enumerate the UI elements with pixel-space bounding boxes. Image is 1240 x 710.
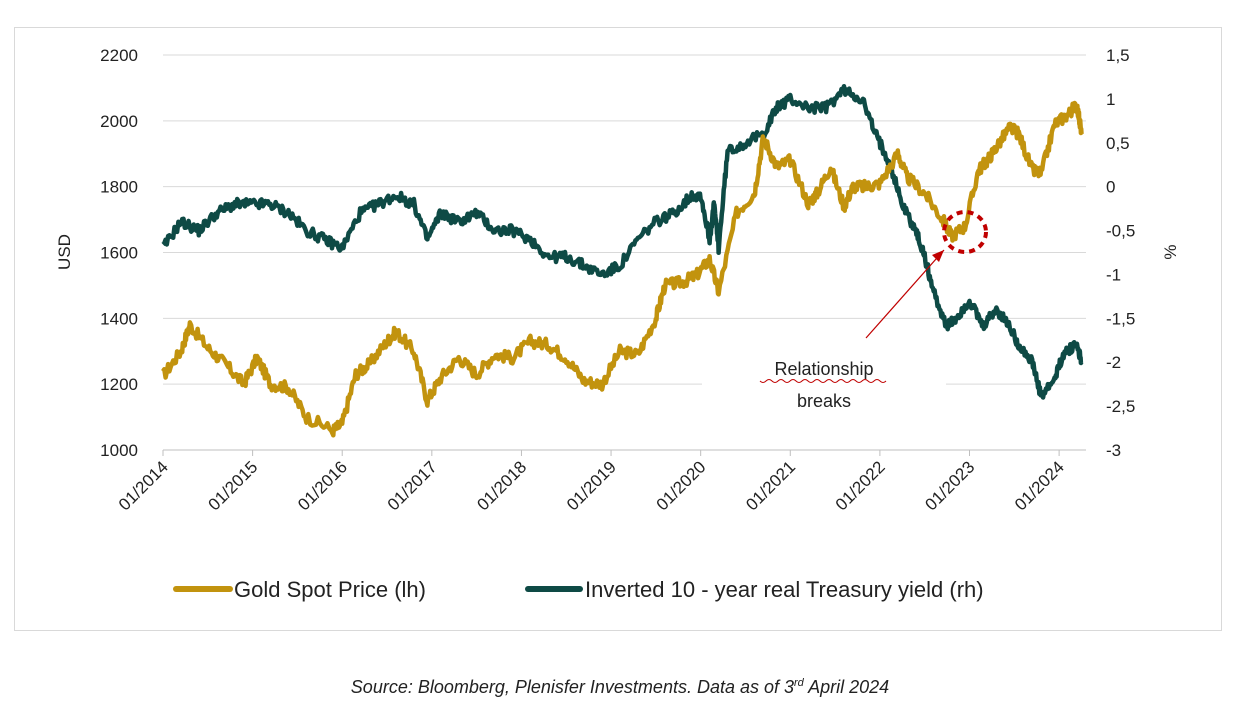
x-tick-label: 01/2023 xyxy=(921,457,978,514)
tick-labels: 2200 2000 1800 1600 1400 1200 1000 1,5 1 0,5 0 -0,5… xyxy=(100,46,1135,514)
y-right-tick-label: -1,5 xyxy=(1106,309,1135,328)
annotation-underline xyxy=(759,379,887,383)
y-left-tick-label: 1600 xyxy=(100,244,138,263)
y-right-tick-label: -1 xyxy=(1106,265,1121,284)
chart-frame xyxy=(14,27,1222,631)
y-left-tick-label: 1000 xyxy=(100,441,138,460)
x-tick-label: 01/2024 xyxy=(1011,457,1068,514)
annotation-circle xyxy=(942,210,988,254)
x-tick-label: 01/2017 xyxy=(384,457,441,514)
y-left-tick-label: 2000 xyxy=(100,112,138,131)
y-right-tick-label: -2 xyxy=(1106,353,1121,372)
y-right-tick-label: 1,5 xyxy=(1106,46,1130,65)
legend: Gold Spot Price (lh) Inverted 10 - year … xyxy=(173,577,984,602)
y-left-tick-label: 1800 xyxy=(100,178,138,197)
x-tick-label: 01/2021 xyxy=(742,457,799,514)
x-tick-label: 01/2019 xyxy=(563,457,620,514)
y-right-tick-label: -2,5 xyxy=(1106,397,1135,416)
x-tick-label: 01/2016 xyxy=(294,457,351,514)
y-right-tick-label: -3 xyxy=(1106,441,1121,460)
annotation: Relationship breaks xyxy=(702,210,988,414)
real-yield-line xyxy=(161,83,1084,400)
annotation-arrowhead xyxy=(932,250,944,262)
gridlines xyxy=(162,54,1086,456)
x-tick-label: 01/2020 xyxy=(653,457,710,514)
y-axis-right-title: % xyxy=(1161,244,1180,259)
y-right-tick-label: 0 xyxy=(1106,178,1115,197)
x-tick-label: 01/2022 xyxy=(832,457,889,514)
source-sup: rd xyxy=(794,677,804,689)
source-prefix: Source: Bloomberg, Plenisfer Investments… xyxy=(350,677,795,697)
annotation-line2: breaks xyxy=(797,391,851,411)
y-right-tick-label: 0,5 xyxy=(1106,134,1130,153)
y-left-tick-label: 2200 xyxy=(100,46,138,65)
y-left-tick-label: 1200 xyxy=(100,375,138,394)
gold-price-line xyxy=(161,100,1084,438)
legend-yield-label: Inverted 10 - year real Treasury yield (… xyxy=(585,577,984,602)
y-axis-left-title: USD xyxy=(55,234,74,270)
x-tick-label: 01/2018 xyxy=(473,457,530,514)
x-tick-label: 01/2015 xyxy=(205,457,262,514)
x-tick-label: 01/2014 xyxy=(115,457,172,514)
source-note: Source: Bloomberg, Plenisfer Investments… xyxy=(0,677,1240,698)
legend-gold-label: Gold Spot Price (lh) xyxy=(234,577,426,602)
y-left-tick-label: 1400 xyxy=(100,309,138,328)
y-right-tick-label: 1 xyxy=(1106,90,1115,109)
chart: 2200 2000 1800 1600 1400 1200 1000 1,5 1 0,5 0 -0,5… xyxy=(55,46,1180,602)
y-right-tick-label: -0,5 xyxy=(1106,222,1135,241)
annotation-arrow xyxy=(865,249,945,339)
annotation-line1: Relationship xyxy=(774,359,873,379)
series-layer xyxy=(161,83,1084,438)
source-suffix: April 2024 xyxy=(803,677,890,697)
